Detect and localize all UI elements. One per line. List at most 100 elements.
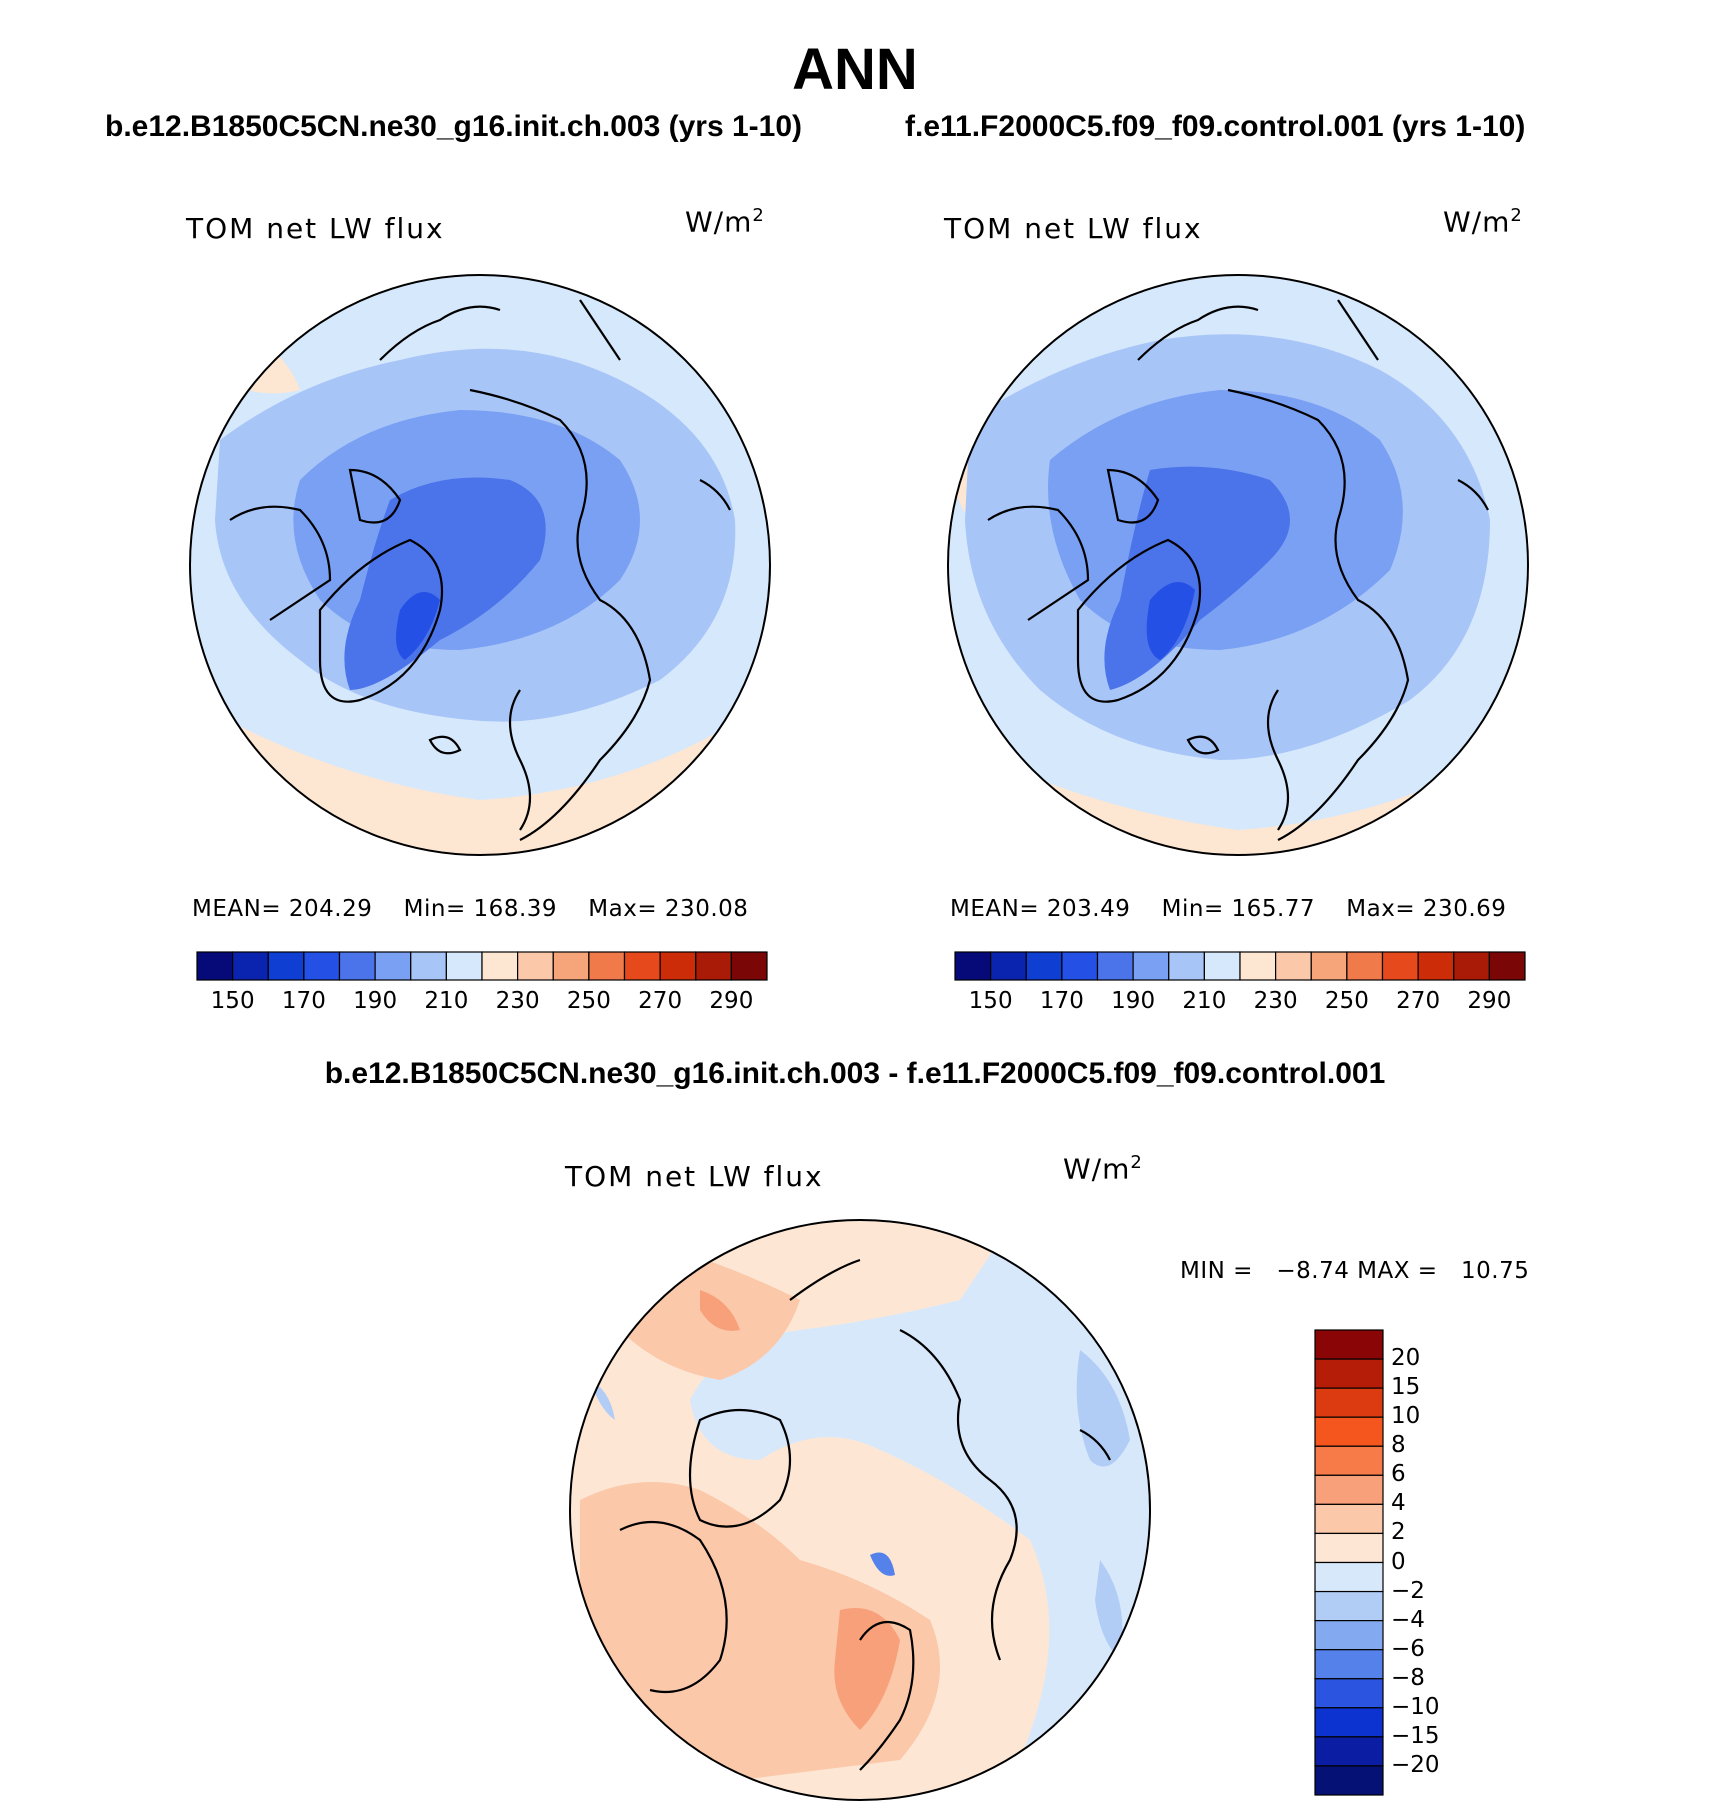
colorbar-box bbox=[1346, 951, 1384, 981]
colorbar-box bbox=[1239, 951, 1277, 981]
colorbar-box bbox=[1061, 951, 1099, 981]
colorbar-tick-label: 190 bbox=[1111, 988, 1156, 1014]
panel2-max-value: 230.69 bbox=[1422, 896, 1507, 922]
panel2-mean-value: 203.49 bbox=[1046, 896, 1131, 922]
panel1-variable-title: TOM net LW flux bbox=[186, 212, 445, 245]
panel1-mean-value: 204.29 bbox=[288, 896, 373, 922]
panel3-variable-title: TOM net LW flux bbox=[565, 1160, 824, 1193]
colorbar-box bbox=[990, 951, 1027, 981]
panel1-colorbar bbox=[196, 951, 768, 981]
colorbar-box bbox=[1132, 951, 1170, 981]
panel3-coastlines bbox=[619, 1258, 1111, 1771]
panel2-map-border bbox=[947, 274, 1529, 856]
colorbar-tick-label: 170 bbox=[281, 988, 326, 1014]
figure-title: ANN bbox=[792, 37, 918, 102]
colorbar-box bbox=[1314, 1474, 1384, 1505]
colorbar-tick-label: 270 bbox=[1396, 988, 1441, 1014]
colorbar-box bbox=[1314, 1532, 1384, 1564]
case-title-left: b.e12.B1850C5CN.ne30_g16.init.ch.003 (yr… bbox=[105, 110, 803, 143]
colorbar-box bbox=[1314, 1561, 1384, 1593]
panel1-map-border bbox=[189, 274, 771, 856]
colorbar-tick-label: 20 bbox=[1391, 1345, 1421, 1372]
colorbar-box bbox=[1025, 951, 1063, 981]
colorbar-box bbox=[1096, 951, 1134, 981]
colorbar-box bbox=[1168, 951, 1205, 981]
panel1-min-value: 168.39 bbox=[473, 896, 558, 922]
colorbar-box bbox=[1381, 951, 1419, 981]
panel3-field-neg-8-6 bbox=[870, 1552, 895, 1576]
colorbar-tick-label: 210 bbox=[1182, 988, 1227, 1014]
colorbar-tick-label: −15 bbox=[1391, 1722, 1440, 1749]
colorbar-box bbox=[730, 951, 768, 981]
colorbar-tick-label: −4 bbox=[1391, 1606, 1425, 1633]
colorbar-box bbox=[659, 951, 697, 981]
panel2-colorbar bbox=[954, 951, 1526, 981]
colorbar-tick-label: 2 bbox=[1391, 1519, 1406, 1546]
panel2-stats: MEAN= 203.49 Min= 165.77 Max= 230.69 bbox=[950, 896, 1507, 922]
panel1-coastlines bbox=[229, 299, 731, 841]
colorbar-tick-label: 190 bbox=[353, 988, 398, 1014]
colorbar-box bbox=[695, 951, 732, 981]
colorbar-tick-label: 230 bbox=[495, 988, 540, 1014]
colorbar-tick-label: 290 bbox=[1467, 988, 1512, 1014]
colorbar-tick-label: 290 bbox=[709, 988, 754, 1014]
colorbar-box bbox=[1314, 1387, 1384, 1418]
colorbar-tick-label: 6 bbox=[1391, 1461, 1406, 1488]
colorbar-tick-label: 230 bbox=[1253, 988, 1298, 1014]
colorbar-box bbox=[267, 951, 305, 981]
panel1-field-160-170 bbox=[396, 592, 440, 660]
panel1-stats: MEAN= 204.29 Min= 168.39 Max= 230.08 bbox=[192, 896, 749, 922]
panel3-field-pos-4-6 bbox=[700, 1290, 900, 1730]
colorbar-box bbox=[1488, 951, 1526, 981]
colorbar-box bbox=[445, 951, 483, 981]
panel2-min-value: 165.77 bbox=[1231, 896, 1316, 922]
colorbar-box bbox=[410, 951, 447, 981]
colorbar-box bbox=[1417, 951, 1455, 981]
colorbar-box bbox=[338, 951, 376, 981]
colorbar-box bbox=[1310, 951, 1348, 981]
colorbar-tick-label: 10 bbox=[1391, 1403, 1421, 1430]
panel3-colorbar bbox=[1314, 1329, 1384, 1796]
colorbar-tick-label: −2 bbox=[1391, 1577, 1425, 1604]
colorbar-tick-label: 170 bbox=[1039, 988, 1084, 1014]
colorbar-tick-label: 250 bbox=[566, 988, 611, 1014]
panel3-max-value: 10.75 bbox=[1461, 1258, 1530, 1284]
colorbar-box bbox=[1203, 951, 1241, 981]
colorbar-box bbox=[1314, 1445, 1384, 1476]
colorbar-tick-label: 150 bbox=[210, 988, 255, 1014]
colorbar-tick-label: 15 bbox=[1391, 1374, 1421, 1401]
colorbar-box bbox=[1275, 951, 1312, 981]
colorbar-box bbox=[1314, 1416, 1384, 1447]
colorbar-box bbox=[588, 951, 626, 981]
panel3-field-neg-2-0 bbox=[690, 1240, 1150, 1800]
panel3-units: W/m2 bbox=[1063, 1152, 1143, 1186]
colorbar-tick-label: −20 bbox=[1391, 1751, 1440, 1778]
panel1-field-170-180 bbox=[344, 477, 546, 690]
panel3-min-value: −8.74 bbox=[1276, 1258, 1350, 1284]
colorbar-tick-label: −8 bbox=[1391, 1664, 1425, 1691]
colorbar-tick-label: 250 bbox=[1324, 988, 1369, 1014]
colorbar-box bbox=[1453, 951, 1490, 981]
panel2-field-160-170 bbox=[1146, 582, 1195, 660]
colorbar-tick-label: 0 bbox=[1391, 1548, 1406, 1575]
colorbar-box bbox=[1314, 1329, 1384, 1360]
case-title-right: f.e11.F2000C5.f09_f09.control.001 (yrs 1… bbox=[905, 110, 1526, 143]
colorbar-tick-label: 270 bbox=[638, 988, 683, 1014]
panel2-units: W/m2 bbox=[1443, 205, 1523, 239]
colorbar-box bbox=[1314, 1707, 1384, 1738]
colorbar-box bbox=[374, 951, 412, 981]
colorbar-box bbox=[481, 951, 519, 981]
colorbar-tick-label: 150 bbox=[968, 988, 1013, 1014]
colorbar-box bbox=[954, 951, 992, 981]
colorbar-tick-label: 4 bbox=[1391, 1490, 1406, 1517]
panel2-variable-title: TOM net LW flux bbox=[944, 212, 1203, 245]
colorbar-box bbox=[1314, 1503, 1384, 1535]
colorbar-box bbox=[1314, 1678, 1384, 1709]
colorbar-tick-label: 210 bbox=[424, 988, 469, 1014]
colorbar-box bbox=[1314, 1765, 1384, 1796]
colorbar-tick-label: −10 bbox=[1391, 1693, 1440, 1720]
colorbar-box bbox=[232, 951, 269, 981]
colorbar-box bbox=[623, 951, 661, 981]
colorbar-box bbox=[1314, 1736, 1384, 1767]
